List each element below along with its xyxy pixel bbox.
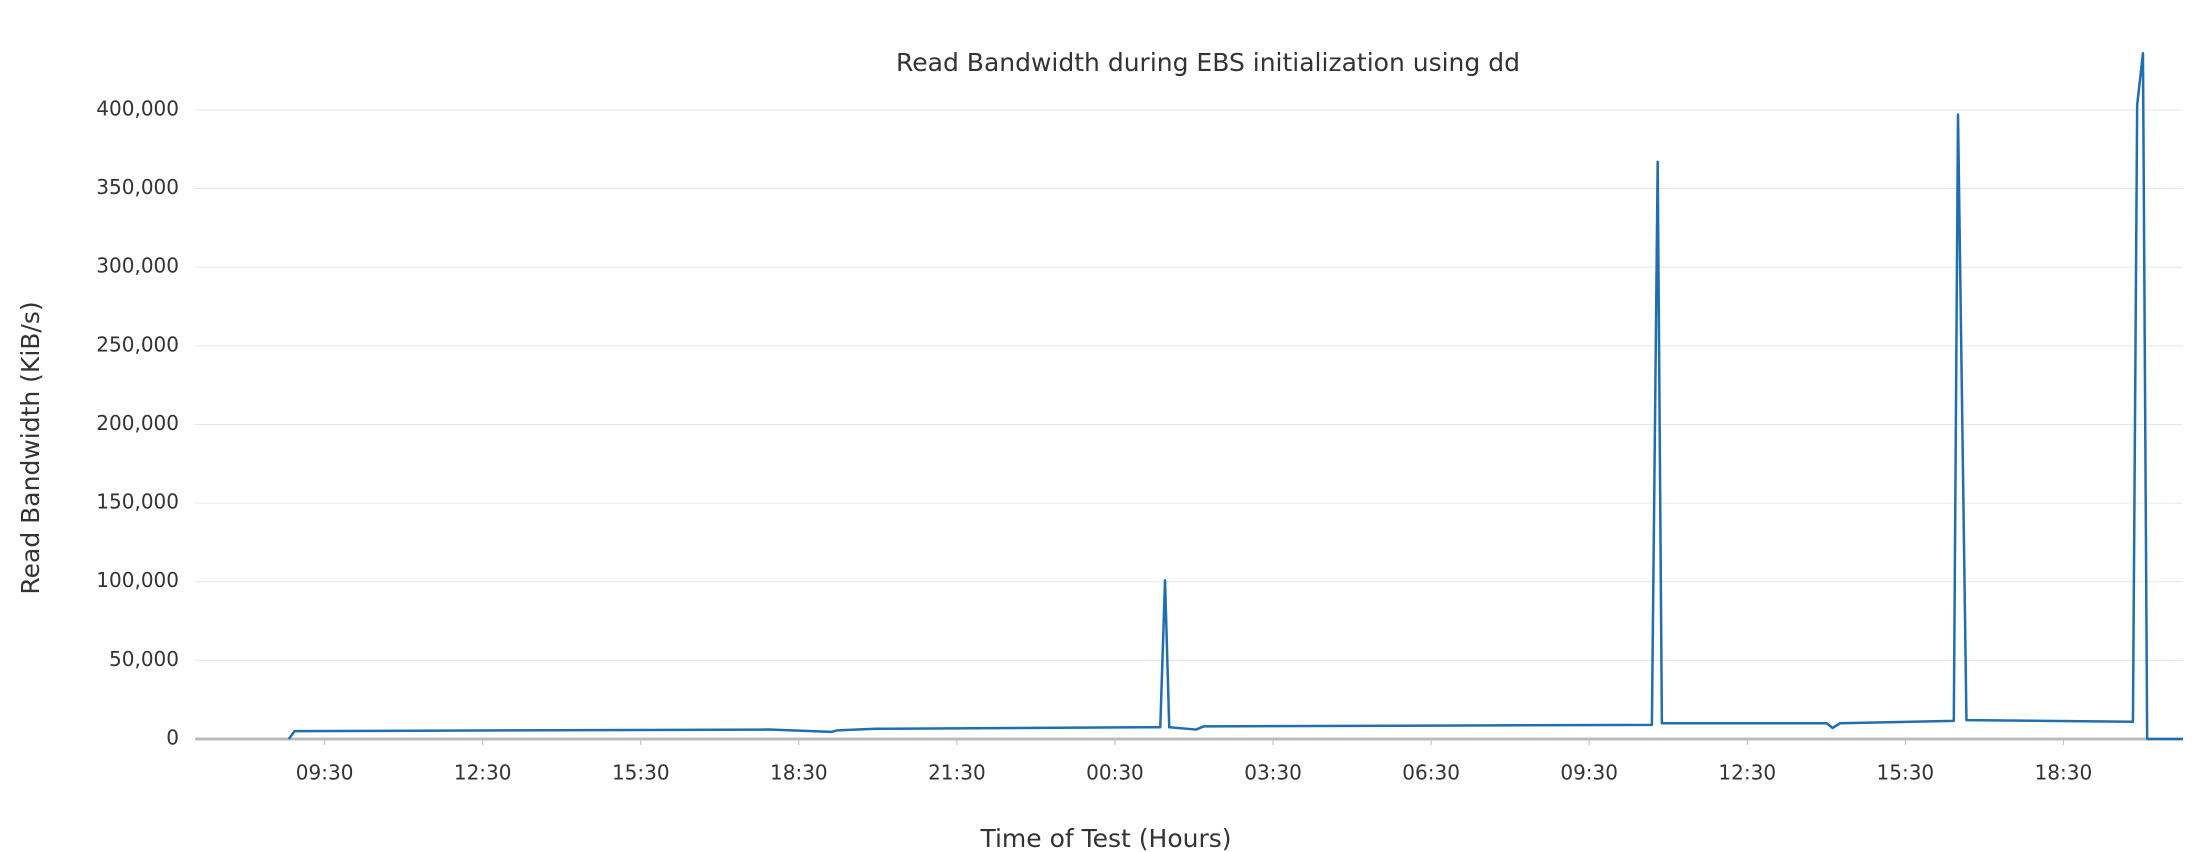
- x-axis-label: Time of Test (Hours): [979, 824, 1231, 852]
- y-tick-label: 150,000: [96, 490, 179, 514]
- y-tick-label: 50,000: [109, 647, 179, 671]
- x-tick-label: 18:30: [770, 761, 828, 785]
- x-tick-label: 06:30: [1402, 761, 1460, 785]
- y-axis-label: Read Bandwidth (KiB/s): [16, 301, 45, 594]
- y-tick-label: 350,000: [96, 175, 179, 199]
- y-tick-label: 100,000: [96, 568, 179, 592]
- y-tick-label: 300,000: [96, 254, 179, 278]
- y-tick-label: 0: [166, 726, 179, 750]
- chart-title: Read Bandwidth during EBS initialization…: [896, 48, 1520, 77]
- y-tick-label: 400,000: [96, 96, 179, 120]
- x-tick-label: 12:30: [454, 761, 512, 785]
- x-tick-label: 12:30: [1718, 761, 1776, 785]
- x-tick-label: 15:30: [1877, 761, 1935, 785]
- data-line: [287, 52, 2183, 741]
- x-tick-label: 03:30: [1244, 761, 1302, 785]
- y-tick-label: 200,000: [96, 411, 179, 435]
- x-tick-label: 21:30: [928, 761, 986, 785]
- x-tick-label: 00:30: [1086, 761, 1144, 785]
- x-tick-label: 09:30: [1560, 761, 1618, 785]
- x-tick-label: 09:30: [296, 761, 354, 785]
- x-tick-label: 18:30: [2035, 761, 2093, 785]
- y-tick-label: 250,000: [96, 332, 179, 356]
- x-tick-label: 15:30: [612, 761, 670, 785]
